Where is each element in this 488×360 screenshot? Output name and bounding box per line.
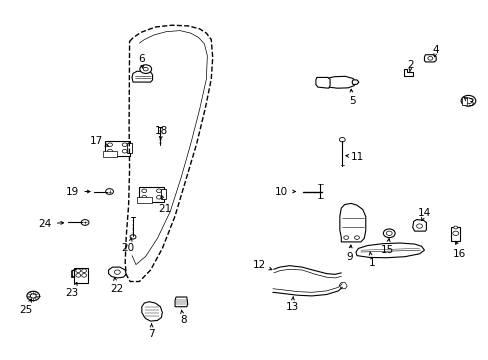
- Text: 15: 15: [380, 245, 393, 255]
- Circle shape: [343, 236, 348, 239]
- Bar: [450, 227, 459, 241]
- Text: 25: 25: [19, 305, 32, 315]
- Circle shape: [107, 149, 112, 153]
- Polygon shape: [412, 220, 426, 231]
- Polygon shape: [403, 69, 412, 76]
- Circle shape: [339, 138, 345, 142]
- Circle shape: [142, 195, 146, 199]
- Circle shape: [105, 189, 113, 194]
- Text: 22: 22: [109, 284, 123, 294]
- Text: 13: 13: [285, 302, 299, 312]
- Polygon shape: [322, 76, 355, 88]
- Circle shape: [122, 143, 127, 147]
- Circle shape: [107, 143, 112, 147]
- Text: 7: 7: [148, 329, 155, 339]
- Text: 19: 19: [65, 186, 79, 197]
- Circle shape: [81, 269, 86, 273]
- Circle shape: [460, 95, 475, 106]
- Polygon shape: [108, 267, 126, 278]
- Circle shape: [156, 195, 161, 199]
- Circle shape: [156, 189, 161, 193]
- Polygon shape: [355, 243, 424, 258]
- Text: 6: 6: [138, 54, 145, 64]
- Text: 24: 24: [38, 219, 52, 229]
- Text: 16: 16: [452, 249, 466, 259]
- Polygon shape: [142, 302, 162, 321]
- Circle shape: [427, 57, 432, 60]
- Polygon shape: [339, 203, 365, 242]
- Circle shape: [140, 65, 151, 73]
- Circle shape: [122, 149, 127, 153]
- Text: 21: 21: [158, 204, 172, 214]
- Text: 9: 9: [346, 252, 353, 262]
- Circle shape: [114, 270, 120, 274]
- Circle shape: [143, 67, 148, 71]
- Circle shape: [76, 269, 81, 273]
- Text: 2: 2: [407, 60, 413, 70]
- Text: 11: 11: [349, 152, 363, 162]
- Text: 10: 10: [275, 186, 287, 197]
- Polygon shape: [315, 77, 329, 88]
- Text: 20: 20: [122, 243, 134, 253]
- Text: 5: 5: [348, 96, 355, 106]
- Text: 1: 1: [367, 258, 374, 268]
- Circle shape: [452, 231, 458, 235]
- Text: 18: 18: [154, 126, 168, 136]
- Bar: [127, 143, 132, 153]
- Circle shape: [386, 231, 391, 235]
- Circle shape: [30, 294, 36, 298]
- Polygon shape: [339, 283, 346, 289]
- Circle shape: [416, 224, 422, 228]
- Text: 8: 8: [180, 315, 186, 325]
- Text: 14: 14: [417, 208, 430, 218]
- Bar: [105, 141, 129, 156]
- Circle shape: [453, 226, 457, 229]
- Bar: [102, 151, 117, 157]
- Polygon shape: [132, 71, 152, 82]
- Bar: [139, 187, 163, 202]
- Bar: [461, 97, 466, 105]
- Bar: [161, 189, 166, 199]
- Text: 17: 17: [90, 136, 103, 146]
- Bar: [137, 197, 151, 202]
- Text: 23: 23: [65, 288, 79, 298]
- Text: 3: 3: [466, 98, 473, 108]
- Polygon shape: [175, 297, 187, 307]
- Bar: [74, 268, 87, 283]
- Text: 4: 4: [432, 45, 439, 55]
- Circle shape: [142, 189, 146, 193]
- Circle shape: [81, 274, 86, 277]
- Polygon shape: [351, 80, 358, 85]
- Circle shape: [464, 98, 471, 104]
- Circle shape: [383, 229, 394, 238]
- Circle shape: [81, 220, 89, 225]
- Polygon shape: [424, 55, 435, 62]
- Circle shape: [130, 235, 136, 239]
- Circle shape: [76, 274, 81, 277]
- Text: 12: 12: [252, 260, 265, 270]
- Circle shape: [354, 236, 359, 239]
- Circle shape: [27, 291, 40, 301]
